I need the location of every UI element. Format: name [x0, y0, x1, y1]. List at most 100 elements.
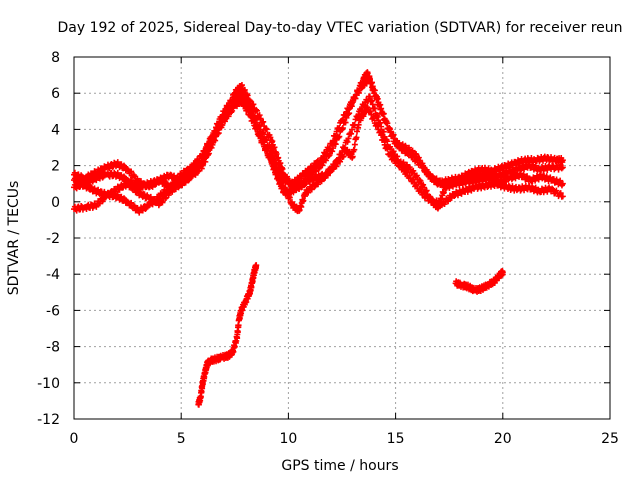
data-point [558, 165, 565, 172]
data-point [394, 157, 401, 164]
data-point [329, 140, 336, 147]
y-tick-label: 4 [51, 122, 60, 138]
data-point [253, 262, 260, 269]
data-point [364, 104, 371, 111]
data-point [262, 125, 269, 132]
data-point [339, 116, 346, 123]
data-point [559, 193, 566, 200]
data-point [413, 172, 420, 179]
data-point [390, 131, 397, 138]
data-point [250, 101, 257, 108]
data-point [205, 150, 212, 157]
x-tick-label: 10 [279, 431, 297, 447]
data-point [250, 117, 257, 124]
data-point [212, 137, 219, 144]
data-point [322, 157, 329, 164]
x-tick-label: 20 [494, 431, 512, 447]
x-tick-label: 0 [70, 431, 79, 447]
data-point [423, 192, 430, 199]
data-point [559, 157, 566, 164]
y-tick-label: -8 [46, 340, 60, 356]
data-point [215, 130, 222, 137]
data-point [370, 115, 377, 122]
data-point [332, 133, 339, 140]
data-point [256, 131, 263, 138]
data-point [416, 186, 423, 193]
data-point [351, 141, 358, 148]
data-point [557, 177, 564, 184]
y-tick-label: 8 [51, 50, 60, 66]
data-point [380, 110, 387, 117]
data-point [367, 107, 374, 114]
data-point [557, 190, 564, 197]
data-point [263, 147, 270, 154]
data-point [337, 158, 344, 165]
data-point [417, 177, 424, 184]
data-point [325, 146, 332, 153]
data-point [404, 169, 411, 176]
data-point [221, 118, 228, 125]
data-point [499, 269, 506, 276]
data-point [549, 185, 556, 192]
data-point [253, 125, 260, 132]
data-point [327, 169, 334, 176]
data-point [225, 113, 232, 120]
data-point [416, 177, 423, 184]
axis-ticks [73, 56, 611, 420]
data-point [202, 158, 209, 165]
data-point [169, 188, 176, 195]
data-point [179, 182, 186, 189]
y-tick-label: -6 [46, 303, 60, 319]
data-point [341, 112, 348, 119]
data-point [326, 152, 333, 159]
y-tick-label: -10 [37, 376, 60, 392]
data-point [423, 166, 430, 173]
data-point [93, 203, 100, 210]
data-point [410, 176, 417, 183]
y-tick-label: -2 [46, 231, 60, 247]
data-point [384, 145, 391, 152]
data-point [159, 199, 166, 206]
data-point [378, 105, 385, 112]
data-point [302, 181, 309, 188]
data-point [198, 165, 205, 172]
data-point [305, 189, 312, 196]
data-point [421, 184, 428, 191]
y-tick-label: 0 [51, 195, 60, 211]
data-point [262, 146, 269, 153]
data-point [158, 198, 165, 205]
data-point [344, 138, 351, 145]
data-point [256, 112, 263, 119]
data-point [410, 167, 417, 174]
data-point [377, 119, 384, 126]
data-point [559, 180, 566, 187]
data-point [374, 123, 381, 130]
data-point [413, 181, 420, 188]
data-point [348, 130, 355, 137]
data-point [130, 184, 137, 191]
data-point [368, 111, 375, 118]
data-point [142, 205, 149, 212]
data-point [329, 148, 336, 155]
data-point [186, 167, 193, 174]
data-point [330, 137, 337, 144]
data-point [352, 95, 359, 102]
data-point [559, 164, 566, 171]
y-tick-label: 2 [51, 159, 60, 175]
data-point [130, 202, 137, 209]
data-point [342, 112, 349, 119]
data-point [191, 171, 198, 178]
data-point [134, 186, 141, 193]
data-point [319, 156, 326, 163]
data-point [229, 107, 236, 114]
x-tick-label: 5 [177, 431, 186, 447]
data-point [378, 132, 385, 139]
data-point [219, 122, 226, 129]
y-axis-label: SDTVAR / TECUs [6, 181, 22, 296]
data-point [157, 175, 164, 182]
data-point [380, 136, 387, 143]
data-point [353, 134, 360, 141]
y-tick-label: -12 [37, 412, 60, 428]
data-point [109, 190, 116, 197]
data-point [134, 175, 141, 182]
